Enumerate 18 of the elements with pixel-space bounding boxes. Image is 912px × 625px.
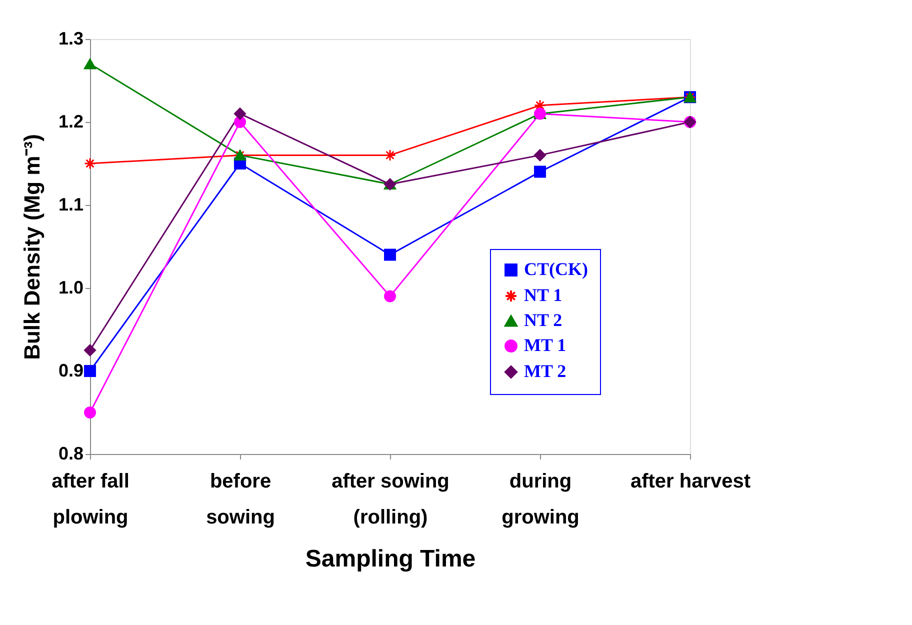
y-tick-label: 0.8	[58, 444, 84, 464]
legend-label: MT 1	[524, 335, 566, 355]
x-tick-label: before sowing	[206, 470, 275, 528]
y-tick-label: 1.3	[58, 28, 84, 48]
legend-label: MT 2	[524, 361, 566, 381]
x-axis-title: Sampling Time	[305, 546, 476, 572]
x-tick-label: after sowing (rolling)	[332, 470, 450, 528]
y-tick-label: 1.0	[58, 278, 84, 298]
x-tick-label: during growing	[502, 470, 580, 528]
legend-label: NT 1	[524, 285, 562, 305]
y-axis-title: Bulk Density (Mg m⁻³)	[19, 134, 44, 360]
x-tick-label: after fall plowing	[52, 470, 130, 528]
y-tick-label: 1.2	[58, 112, 84, 132]
y-tick-label: 1.1	[58, 194, 84, 214]
legend-label: NT 2	[524, 310, 562, 330]
legend-label: CT(CK)	[524, 259, 588, 279]
x-tick-label: after harvest	[630, 470, 751, 492]
y-tick-label: 0.9	[58, 360, 84, 380]
